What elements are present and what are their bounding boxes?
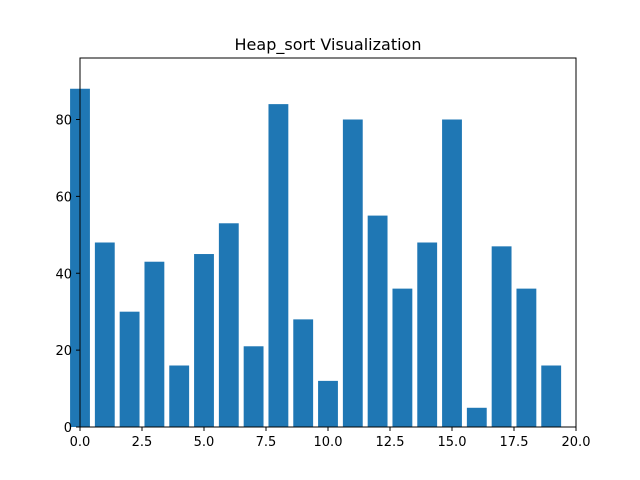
bar xyxy=(367,215,388,427)
x-tick-label: 17.5 xyxy=(500,435,529,450)
bar xyxy=(169,365,190,427)
bar xyxy=(144,261,165,427)
bar xyxy=(243,346,264,427)
bar xyxy=(342,119,363,427)
y-tick-label: 60 xyxy=(55,190,72,205)
x-tick-label: 7.5 xyxy=(256,435,277,450)
bar xyxy=(94,242,115,427)
x-tick-label: 10.0 xyxy=(314,435,343,450)
y-tick-label: 80 xyxy=(55,114,72,129)
bar xyxy=(392,288,413,427)
bar xyxy=(194,254,214,427)
bar xyxy=(119,311,140,427)
y-tick-label: 0 xyxy=(64,421,72,436)
bar xyxy=(218,223,239,427)
bar xyxy=(541,365,562,427)
x-tick-label: 20.0 xyxy=(562,435,591,450)
bars-layer xyxy=(70,88,562,427)
x-tick-label: 0.0 xyxy=(70,435,91,450)
bar xyxy=(491,246,512,427)
x-axis: 0.0 2.5 5.0 7.5 10.0 12.5 15.0 17.5 20.0 xyxy=(70,427,591,450)
bar xyxy=(466,407,487,427)
y-axis: 0 20 40 60 80 xyxy=(55,114,80,436)
bar xyxy=(417,242,438,427)
bar xyxy=(268,104,289,427)
chart-title: Heap_sort Visualization xyxy=(235,35,422,55)
x-tick-label: 12.5 xyxy=(376,435,405,450)
y-tick-label: 20 xyxy=(55,344,72,359)
bar xyxy=(318,380,338,427)
bar xyxy=(293,319,314,427)
x-tick-label: 15.0 xyxy=(438,435,467,450)
bar xyxy=(516,288,537,427)
x-tick-label: 2.5 xyxy=(132,435,153,450)
x-tick-label: 5.0 xyxy=(194,435,215,450)
bar xyxy=(442,119,462,427)
y-tick-label: 40 xyxy=(55,267,72,282)
